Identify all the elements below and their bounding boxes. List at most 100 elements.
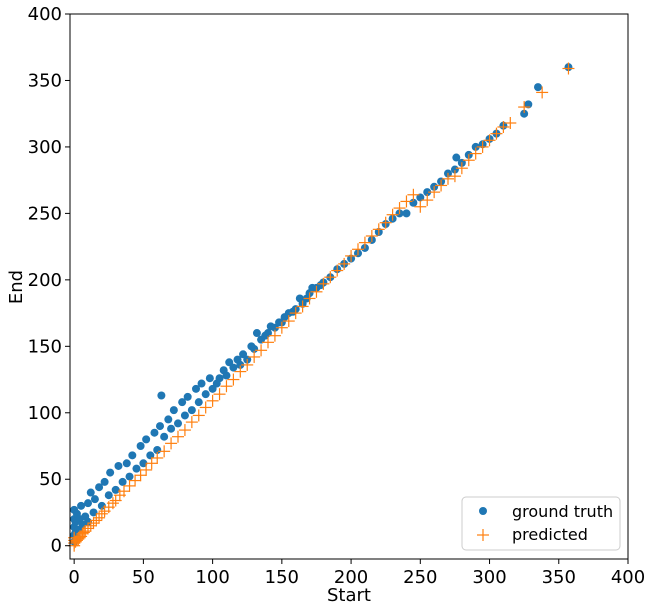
ground-truth-point [250,344,259,353]
predicted-point [379,216,392,229]
predicted-point [428,186,441,199]
ground-truth-point [201,390,210,399]
ground-truth-point [157,391,166,400]
ground-truth-point [77,501,86,510]
legend-marker-predicted [477,529,489,541]
x-tick-label: 250 [403,567,437,588]
series-ground-truth [70,63,573,546]
y-tick-label: 400 [28,4,62,25]
ground-truth-point [180,411,189,420]
predicted-point [289,307,302,320]
predicted-point [338,257,351,270]
predicted-point [518,101,531,114]
ground-truth-point [146,451,155,460]
ground-truth-point [174,419,182,428]
x-axis-ticks: 0 50 100 150 200 250 300 350 400 [68,559,645,588]
y-axis-ticks: 0 50 100 150 200 250 300 350 400 [28,4,70,557]
ground-truth-point [236,360,245,369]
predicted-point [536,86,549,99]
predicted-point [296,300,309,313]
predicted-point [455,162,468,175]
ground-truth-point [86,488,95,497]
ground-truth-point [139,459,148,468]
predicted-point [79,525,92,538]
y-tick-label: 300 [28,137,62,158]
ground-truth-point [90,495,99,504]
predicted-point [158,445,171,458]
ground-truth-point [192,384,200,393]
ground-truth-point [229,363,238,372]
ground-truth-point [136,442,145,451]
ground-truth-point [205,374,214,383]
predicted-point [227,373,240,386]
ground-truth-point [534,83,542,92]
ground-truth-point [95,483,104,492]
predicted-point [268,329,281,342]
predicted-point [185,416,198,429]
ground-truth-point [125,472,134,481]
ground-truth-point [187,406,196,415]
ground-truth-point [222,371,231,380]
ground-truth-point [416,193,425,202]
y-tick-label: 200 [28,270,62,291]
ground-truth-point [402,209,411,218]
predicted-point [407,188,420,201]
ground-truth-point [122,459,131,468]
predicted-point [118,485,130,498]
predicted-point [82,522,94,535]
predicted-point [462,154,475,167]
ground-truth-point [164,415,173,424]
predicted-point [76,527,89,540]
predicted-point [95,507,108,520]
predicted-point [255,344,268,357]
ground-truth-point [423,188,432,197]
predicted-point [145,457,158,470]
ground-truth-point [100,477,109,486]
legend-label-predicted: predicted [512,525,588,544]
x-tick-label: 0 [68,567,79,588]
ground-truth-point [178,398,187,407]
predicted-point [192,409,205,422]
x-axis-label: Start [327,585,371,606]
ground-truth-point [252,329,261,338]
ground-truth-point [89,508,98,517]
predicted-point [87,517,100,530]
legend-label-ground-truth: ground truth [512,502,613,521]
predicted-point [400,195,413,208]
predicted-point [106,497,119,510]
predicted-point [275,321,288,334]
y-tick-label: 50 [39,469,62,490]
predicted-point [414,200,427,213]
predicted-point [172,430,184,443]
ground-truth-point [409,198,418,207]
ground-truth-point [97,501,106,510]
predicted-point [262,336,274,349]
predicted-point [303,292,316,305]
ground-truth-point [160,432,169,441]
predicted-point [490,127,503,140]
predicted-point [352,243,364,256]
ground-truth-point [150,428,159,437]
predicted-point [151,451,164,464]
ground-truth-point [524,100,533,109]
predicted-point [497,120,510,133]
predicted-point [386,208,399,221]
ground-truth-point [450,165,459,174]
predicted-point [123,479,136,492]
y-axis-label: End [6,270,27,304]
ground-truth-point [520,109,529,118]
ground-truth-point [167,424,176,433]
predicted-point [134,469,147,482]
ground-truth-point [111,485,120,494]
x-tick-label: 400 [611,567,645,588]
x-tick-label: 200 [334,567,368,588]
predicted-point [241,358,254,371]
ground-truth-point [106,468,115,477]
predicted-point [442,172,454,185]
ground-truth-point [183,392,192,401]
predicted-point [310,285,323,298]
y-tick-label: 250 [28,203,62,224]
y-tick-label: 350 [28,70,62,91]
ground-truth-point [452,153,461,162]
